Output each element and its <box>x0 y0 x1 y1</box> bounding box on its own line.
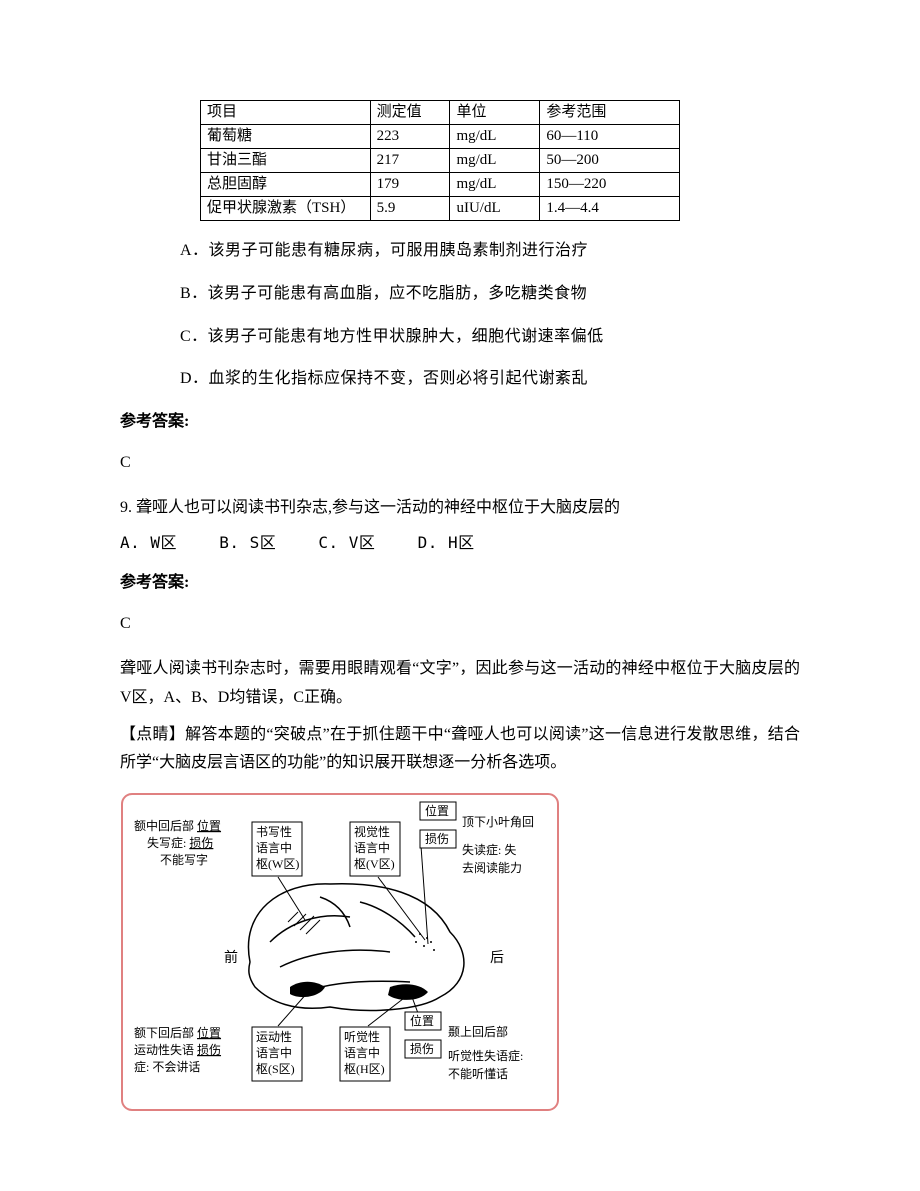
svg-text:枢(W区): 枢(W区) <box>256 856 299 871</box>
col-header: 项目 <box>201 101 371 125</box>
col-header: 测定值 <box>370 101 450 125</box>
cell-value: 223 <box>370 125 450 149</box>
q8-option-a: A．该男子可能患有糖尿病，可服用胰岛素制剂进行治疗 <box>180 237 800 266</box>
q9-answer-label: 参考答案: <box>120 569 800 598</box>
svg-text:听觉性: 听觉性 <box>344 1030 380 1044</box>
table-row: 甘油三酯 217 mg/dL 50—200 <box>201 149 680 173</box>
box-v-area: 视觉性 语言中 枢(V区) <box>350 822 400 876</box>
cell-range: 50—200 <box>540 149 680 173</box>
svg-text:视觉性: 视觉性 <box>354 824 390 839</box>
q8-option-c: C．该男子可能患有地方性甲状腺肿大，细胞代谢速率偏低 <box>180 323 800 352</box>
cell-value: 179 <box>370 173 450 197</box>
svg-text:运动性: 运动性 <box>256 1030 292 1044</box>
svg-text:顶下小叶角回: 顶下小叶角回 <box>462 815 534 829</box>
svg-text:失读症: 失: 失读症: 失 <box>462 842 516 857</box>
brain-diagram-figure: 前 后 书写性 语言中 枢(W区) 视觉性 语言中 枢(V区) 运动性 语言中 … <box>120 792 560 1112</box>
q8-option-d: D．血浆的生化指标应保持不变，否则必将引起代谢紊乱 <box>180 365 800 394</box>
q8-answer: C <box>120 449 800 478</box>
q9-option-a: A. W区 <box>120 533 177 552</box>
col-header: 参考范围 <box>540 101 680 125</box>
svg-text:语言中: 语言中 <box>256 840 292 855</box>
q9-option-c: C. V区 <box>318 533 375 552</box>
q8-answer-label: 参考答案: <box>120 408 800 437</box>
svg-text:额下回后部 位置: 额下回后部 位置 <box>134 1025 221 1040</box>
box-h-area: 听觉性 语言中 枢(H区) <box>340 1027 390 1081</box>
svg-text:位置: 位置 <box>425 803 449 818</box>
svg-text:额中回后部 位置: 额中回后部 位置 <box>134 818 221 833</box>
table-row: 总胆固醇 179 mg/dL 150—220 <box>201 173 680 197</box>
cell-unit: mg/dL <box>450 173 540 197</box>
cell-range: 1.4—4.4 <box>540 197 680 221</box>
q9-explanation-1: 聋哑人阅读书刊杂志时，需要用眼睛观看“文字”，因此参与这一活动的神经中枢位于大脑… <box>120 655 800 713</box>
table-header-row: 项目 测定值 单位 参考范围 <box>201 101 680 125</box>
svg-text:枢(V区): 枢(V区) <box>354 856 395 871</box>
q9-options: A. W区 B. S区 C. V区 D. H区 <box>120 529 800 558</box>
cell-range: 60—110 <box>540 125 680 149</box>
svg-text:症: 不会讲话: 症: 不会讲话 <box>134 1059 200 1074</box>
svg-text:语言中: 语言中 <box>354 840 390 855</box>
cell-item: 总胆固醇 <box>201 173 371 197</box>
lab-results-table: 项目 测定值 单位 参考范围 葡萄糖 223 mg/dL 60—110 甘油三酯… <box>200 100 680 221</box>
box-s-area: 运动性 语言中 枢(S区) <box>252 1027 302 1081</box>
q8-option-b: B．该男子可能患有高血脂，应不吃脂肪，多吃糖类食物 <box>180 280 800 309</box>
svg-text:听觉性失语症:: 听觉性失语症: <box>448 1048 523 1063</box>
q9-answer: C <box>120 610 800 639</box>
cell-range: 150—220 <box>540 173 680 197</box>
col-header: 单位 <box>450 101 540 125</box>
svg-text:枢(S区): 枢(S区) <box>256 1061 295 1076</box>
q9-option-d: D. H区 <box>418 533 475 552</box>
svg-text:语言中: 语言中 <box>344 1045 380 1060</box>
cell-item: 葡萄糖 <box>201 125 371 149</box>
svg-text:枢(H区): 枢(H区) <box>344 1061 385 1076</box>
q9-option-b: B. S区 <box>219 533 276 552</box>
cell-value: 217 <box>370 149 450 173</box>
svg-text:失写症: 损伤: 失写症: 损伤 <box>147 835 213 850</box>
svg-text:语言中: 语言中 <box>256 1045 292 1060</box>
svg-text:不能听懂话: 不能听懂话 <box>448 1067 508 1081</box>
cell-unit: uIU/dL <box>450 197 540 221</box>
svg-text:损伤: 损伤 <box>425 832 449 846</box>
svg-text:去阅读能力: 去阅读能力 <box>462 861 522 875</box>
cell-value: 5.9 <box>370 197 450 221</box>
table-row: 葡萄糖 223 mg/dL 60—110 <box>201 125 680 149</box>
svg-text:书写性: 书写性 <box>256 825 292 839</box>
cell-item: 甘油三酯 <box>201 149 371 173</box>
label-front: 前 <box>224 949 238 966</box>
svg-text:损伤: 损伤 <box>410 1042 434 1056</box>
brain-diagram-svg: 前 后 书写性 语言中 枢(W区) 视觉性 语言中 枢(V区) 运动性 语言中 … <box>120 792 560 1112</box>
cell-unit: mg/dL <box>450 125 540 149</box>
svg-text:位置: 位置 <box>410 1013 434 1028</box>
cell-item: 促甲状腺激素（TSH） <box>201 197 371 221</box>
label-back: 后 <box>490 950 504 966</box>
q9-stem: 9. 聋哑人也可以阅读书刊杂志,参与这一活动的神经中枢位于大脑皮层的 <box>120 494 800 523</box>
q9-explanation-2: 【点睛】解答本题的“突破点”在于抓住题干中“聋哑人也可以阅读”这一信息进行发散思… <box>120 721 800 779</box>
box-w-area: 书写性 语言中 枢(W区) <box>252 822 302 876</box>
cell-unit: mg/dL <box>450 149 540 173</box>
svg-text:颞上回后部: 颞上回后部 <box>448 1024 508 1039</box>
svg-text:运动性失语 损伤: 运动性失语 损伤 <box>134 1042 221 1057</box>
table-row: 促甲状腺激素（TSH） 5.9 uIU/dL 1.4—4.4 <box>201 197 680 221</box>
svg-text:不能写字: 不能写字 <box>160 852 208 867</box>
